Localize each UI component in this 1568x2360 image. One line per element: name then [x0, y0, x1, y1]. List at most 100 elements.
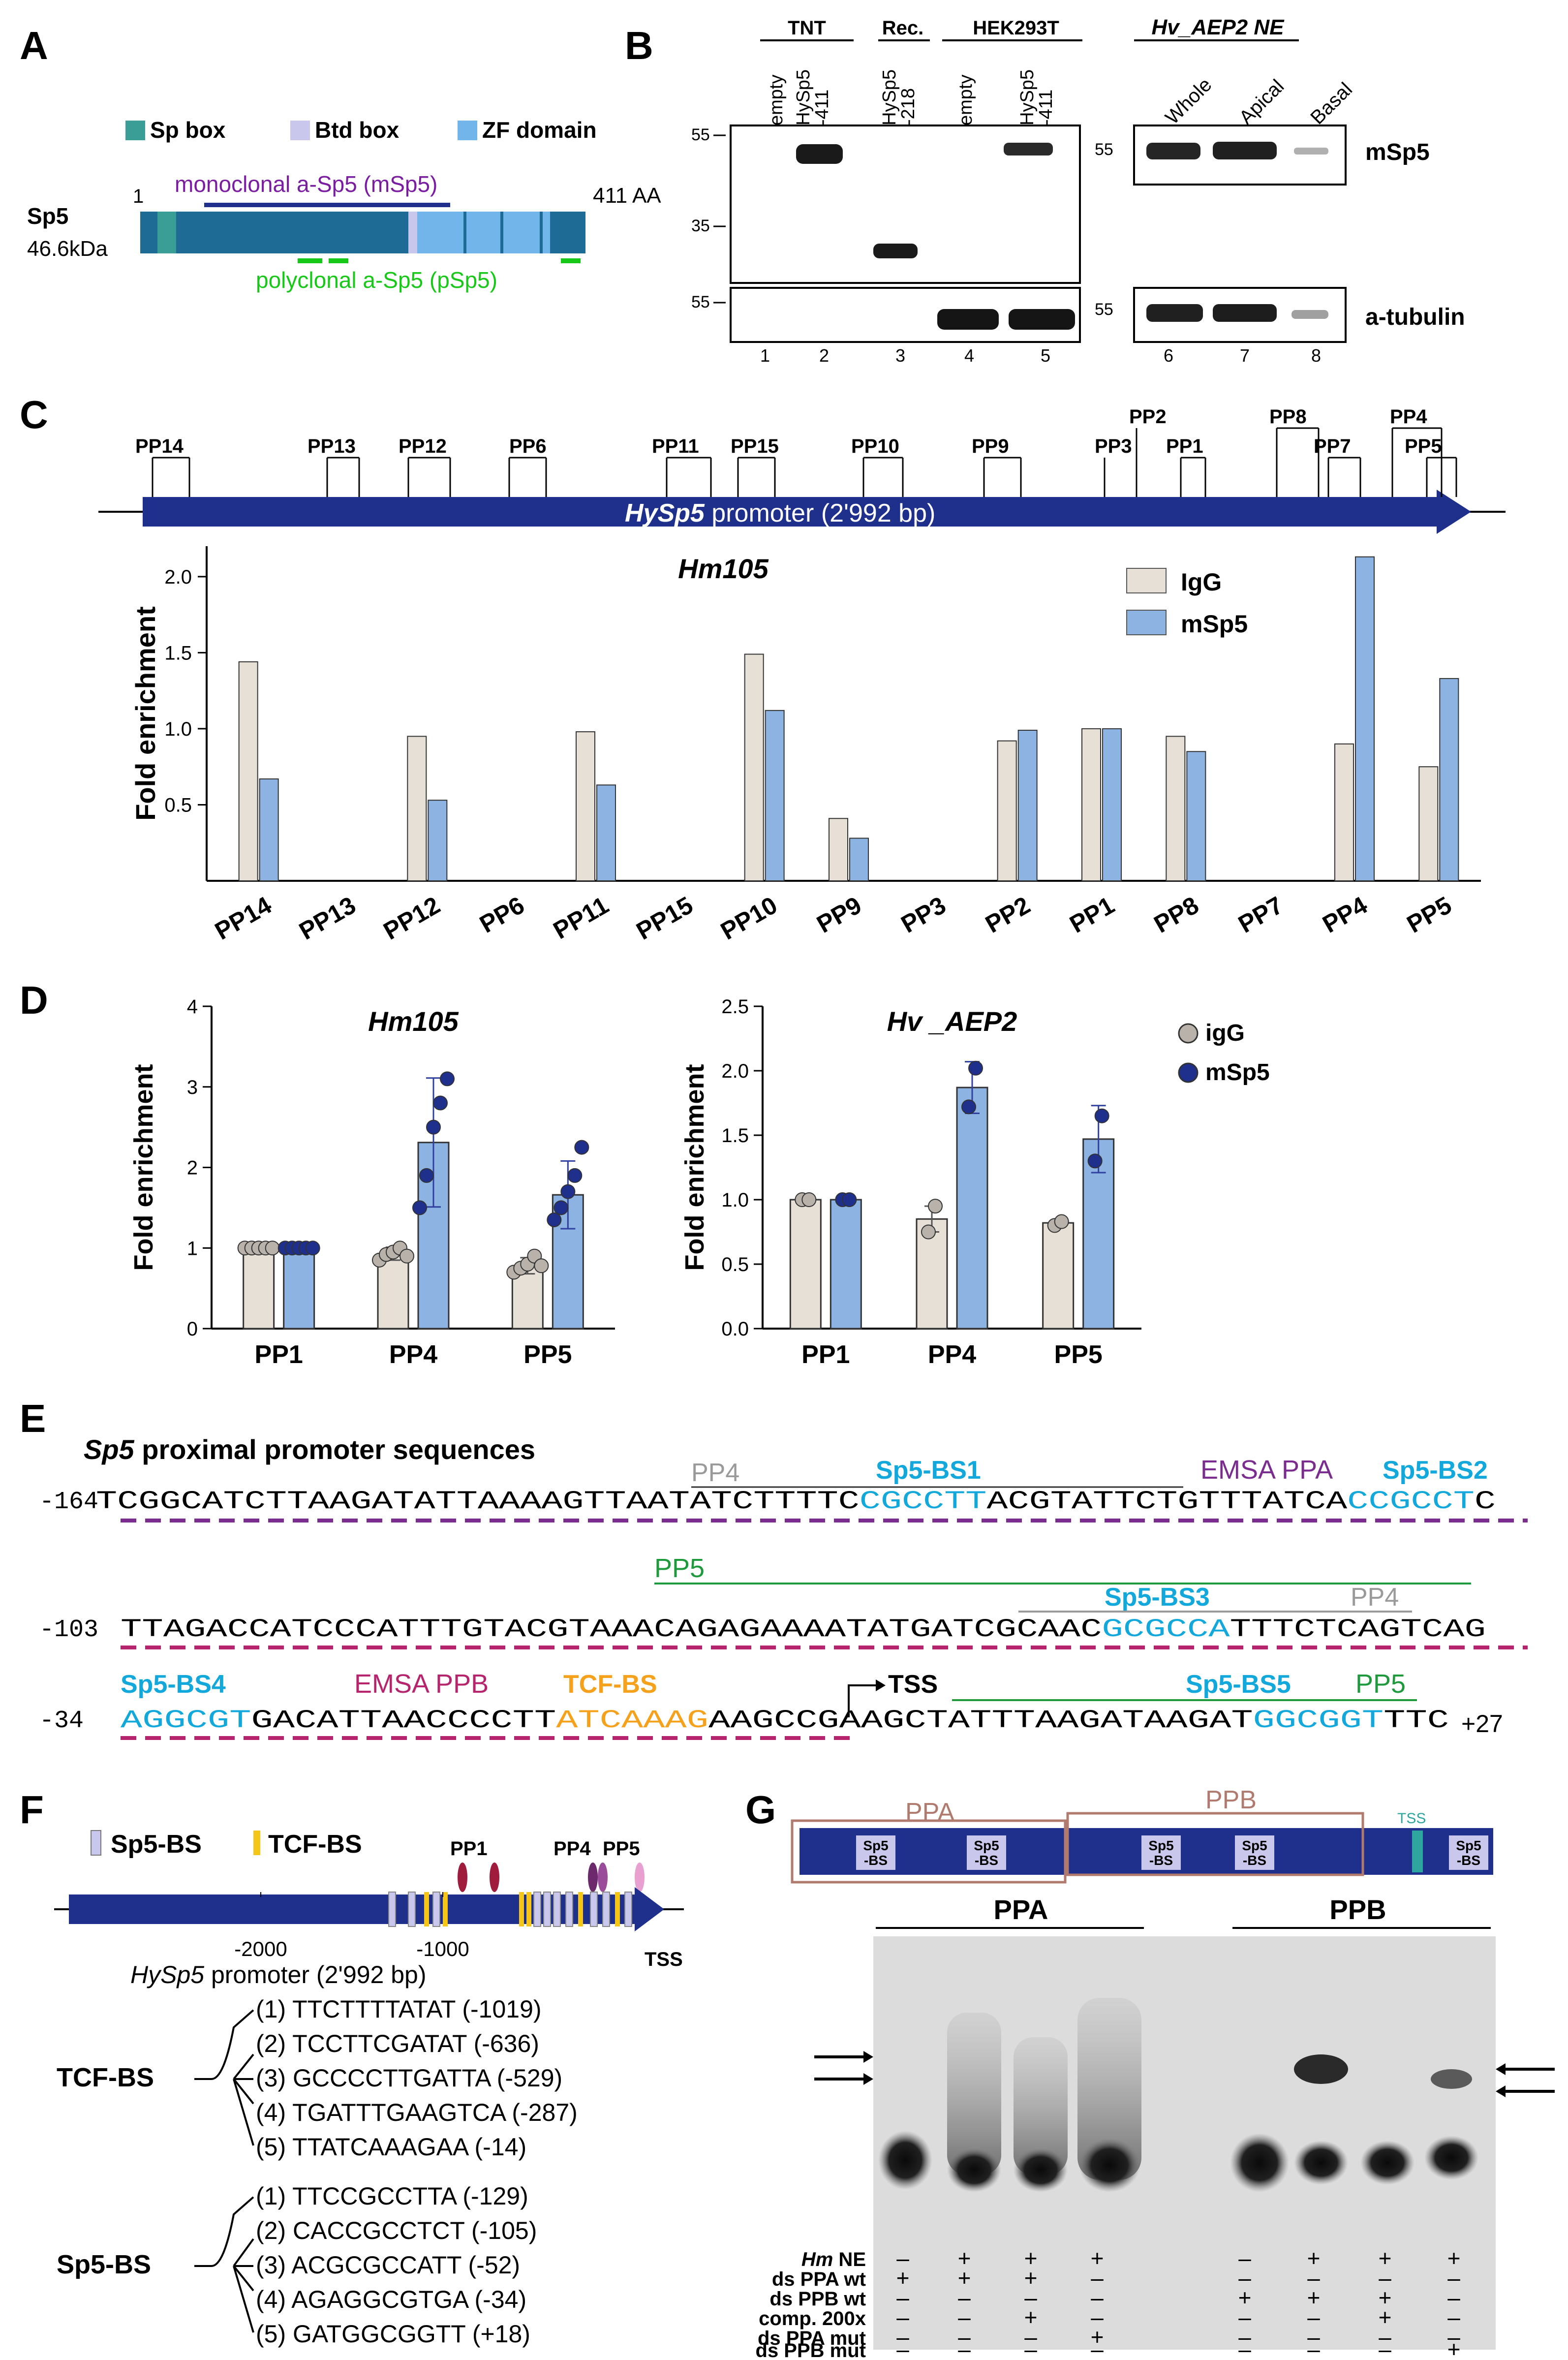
- legend-igg: igG: [1205, 1020, 1245, 1046]
- condition-cell: +: [1024, 2265, 1038, 2291]
- f-axis-2000: -2000: [234, 1937, 287, 1960]
- chartD1-title: Hm105: [368, 1006, 459, 1037]
- btd-box-domain: [408, 212, 417, 253]
- seq-line-3: AGGCGT GACATTAACCCCTT ATCAAAG AAGCCGAAGCTAT…: [121, 1706, 1449, 1735]
- f-tcf-site-1: (1) TTCTTTTATAT (-1019): [256, 1995, 542, 2023]
- chartD2-x-tick-label: PP4: [928, 1340, 976, 1369]
- pab-epitope-3: [561, 258, 581, 263]
- condition-cell: +: [1091, 2245, 1104, 2271]
- row-label-tubulin: a-tubulin: [1365, 304, 1465, 330]
- lane-num-3: 3: [895, 345, 905, 366]
- chartD2-dot-igg: [921, 1224, 936, 1240]
- legend-msp5-dot: [1178, 1062, 1199, 1083]
- gel-free-probe-8: [1424, 2136, 1478, 2180]
- seq-sp5-bs1: CGCCTT: [860, 1487, 987, 1516]
- c-x-tick-label: PP14: [210, 891, 276, 945]
- condition-cell: +: [1307, 2285, 1321, 2310]
- c-bar-igg: [1166, 736, 1186, 881]
- f-site-marks: [388, 1892, 632, 1927]
- f-sp5-mark: [388, 1892, 396, 1927]
- arrow-left-1-head: [863, 2051, 873, 2063]
- chartD2-x-tick-label: PP5: [1054, 1340, 1103, 1369]
- gel-free-probe-6: [1294, 2141, 1348, 2185]
- f-sp5-mark: [565, 1892, 573, 1927]
- c-bar-msp5: [1439, 678, 1459, 881]
- condition-cell: –: [1024, 2285, 1037, 2310]
- promoter-pp-label: PP4: [1390, 406, 1427, 428]
- mab-label: monoclonal a-Sp5 (mSp5): [175, 171, 437, 197]
- chart-aep2-pp: 0.0 0.5 1.0 1.5 2.0 2.5 Fold enrichment Hv _AEP…: [680, 996, 1141, 1369]
- chartD2-dot-msp5: [842, 1192, 857, 1207]
- chartD1-y-tick-label: 0: [187, 1318, 198, 1340]
- condition-table: Hm NE – + + + – + + +ds PPA wt + + + – – – – –ds PPB wt –…: [756, 2245, 1461, 2360]
- condition-cell: –: [1024, 2324, 1037, 2350]
- anno-bs2: Sp5-BS2: [1383, 1456, 1488, 1485]
- g-sp5-box-2-label: Sp5 -BS: [974, 1838, 999, 1868]
- ne-blot-upper: [1133, 124, 1347, 186]
- f-tcf-mark: [526, 1892, 531, 1926]
- chartD1-dot-msp5: [433, 1095, 448, 1111]
- chartD1-y-tick-label: 1: [187, 1238, 198, 1259]
- chartD1-dot-msp5: [412, 1200, 427, 1215]
- panel-g-label: G: [745, 1788, 776, 1832]
- f-promoter-label: HySp5 promoter (2'992 bp): [130, 1961, 427, 1988]
- condition-cell: +: [1307, 2245, 1321, 2271]
- g-sp5-boxes: Sp5 -BS Sp5 -BS Sp5 -BS Sp5 -BS Sp5 -BS: [856, 1835, 1488, 1870]
- gel-free-probe-4: [1079, 2138, 1140, 2192]
- lane-num-4: 4: [964, 345, 974, 366]
- band-lane5-tubulin: [1009, 309, 1075, 330]
- condition-cell: –: [958, 2285, 971, 2310]
- chartD1-dot-msp5: [419, 1168, 434, 1183]
- promoter-pp-label: PP14: [135, 435, 184, 457]
- band-apical-tubulin: [1213, 304, 1277, 322]
- c-x-tick-label: PP1: [1065, 891, 1119, 938]
- chartD1-y-tick-label: 4: [187, 996, 198, 1018]
- band-whole-tubulin: [1146, 304, 1203, 322]
- c-chart-title: Hm105: [678, 553, 769, 584]
- g-sp5-box-1: [856, 1835, 895, 1870]
- f-sp5-mark: [553, 1892, 561, 1927]
- condition-row-label: Hm NE: [801, 2249, 866, 2270]
- condition-cell: +: [1024, 2245, 1038, 2271]
- panel-a: A Sp box Btd box ZF domain monoclonal a-…: [20, 24, 661, 293]
- gel-lane-2-smear: [947, 2013, 1001, 2175]
- panel-d-label: D: [20, 978, 48, 1022]
- legend-igg-dot: [1178, 1023, 1199, 1044]
- c-x-tick-label: PP13: [295, 891, 361, 945]
- c-y-tick-label: 2.0: [164, 566, 192, 588]
- g-sp5-box-2: [967, 1835, 1006, 1870]
- f-pp1-marker-a: [458, 1863, 467, 1892]
- c-bar-msp5: [1355, 556, 1375, 881]
- end-aa: 411 AA: [593, 184, 661, 208]
- seq-sp5-bs2: CCGCCT: [1347, 1487, 1475, 1516]
- condition-cell: +: [1447, 2336, 1461, 2360]
- lane-num-5: 5: [1041, 345, 1050, 366]
- condition-row-label: ds PPA wt: [772, 2268, 866, 2290]
- seq-segment: TCGGCATCTTAAGATATTAAAAGTTAATATCTTTTC: [96, 1487, 860, 1516]
- condition-cell: –: [1307, 2324, 1320, 2350]
- c-bar-msp5: [1017, 730, 1038, 881]
- anno-tcf: TCF-BS: [563, 1670, 657, 1699]
- band-basal-sp5: [1294, 148, 1328, 155]
- gel-lane-3-smear: [1014, 2037, 1068, 2175]
- f-sp5-site-4: (4) AGAGGCGTGA (-34): [256, 2286, 526, 2313]
- seq-segment: ACGTATTCTGTTTATCA: [986, 1487, 1348, 1516]
- anno-emsa-ppb: EMSA PPB: [354, 1669, 489, 1699]
- legend-sp-box: Sp box: [150, 117, 226, 143]
- f-sp5-brace: [194, 2196, 254, 2333]
- g-sp5-box-5: [1449, 1835, 1488, 1870]
- condition-cell: –: [1024, 2336, 1037, 2360]
- protein-mass: 46.6kDa: [27, 237, 108, 261]
- c-bar-igg: [997, 740, 1017, 881]
- tss-arrow-line: [848, 1684, 876, 1717]
- f-pp5: PP5: [603, 1838, 640, 1860]
- chartD1-x-tick-label: PP5: [523, 1340, 572, 1369]
- chartD1-bar-igg: [243, 1247, 275, 1330]
- panel-f-label: F: [20, 1788, 44, 1832]
- f-pp4-marker-b: [598, 1863, 608, 1892]
- ne-blot-lower: [1133, 287, 1347, 343]
- legend-tcf-bs-swatch: [253, 1831, 260, 1855]
- condition-cell: +: [1024, 2304, 1038, 2330]
- condition-cell: +: [1379, 2245, 1392, 2271]
- g-sp5-box-3: [1141, 1835, 1181, 1870]
